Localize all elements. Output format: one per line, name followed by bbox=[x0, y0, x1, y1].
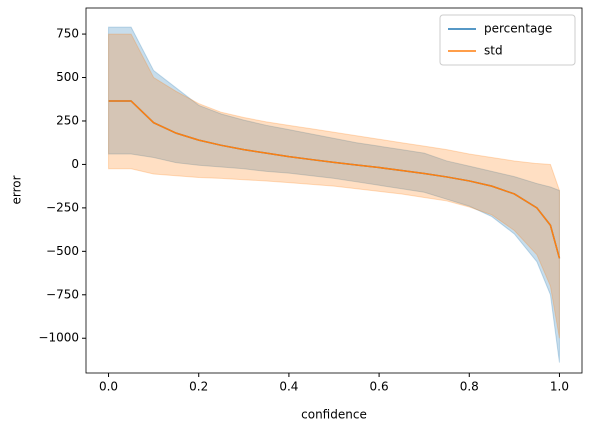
x-tick-label: 0.0 bbox=[99, 380, 118, 394]
y-tick-label: 250 bbox=[56, 113, 79, 127]
x-tick-label: 0.2 bbox=[189, 380, 208, 394]
x-axis-label: confidence bbox=[301, 408, 367, 422]
y-tick-label: −500 bbox=[46, 244, 79, 258]
y-tick-label: 500 bbox=[56, 70, 79, 84]
x-tick-label: 0.8 bbox=[460, 380, 479, 394]
x-tick-label: 0.4 bbox=[279, 380, 298, 394]
y-tick-label: −250 bbox=[46, 200, 79, 214]
x-tick-label: 1.0 bbox=[550, 380, 569, 394]
y-tick-label: −750 bbox=[46, 287, 79, 301]
line bbox=[108, 100, 561, 259]
legend-label: std bbox=[484, 44, 503, 58]
x-tick-label: 0.6 bbox=[370, 380, 389, 394]
y-axis-label: error bbox=[10, 175, 24, 204]
error-band bbox=[108, 33, 560, 339]
legend-box bbox=[439, 14, 576, 66]
y-tick-label: 750 bbox=[56, 27, 79, 41]
axes-frame bbox=[85, 7, 583, 374]
y-tick-label: 0 bbox=[71, 157, 79, 171]
y-tick-label: −1000 bbox=[38, 331, 79, 345]
error-band bbox=[108, 26, 560, 363]
legend-label: percentage bbox=[484, 22, 552, 36]
